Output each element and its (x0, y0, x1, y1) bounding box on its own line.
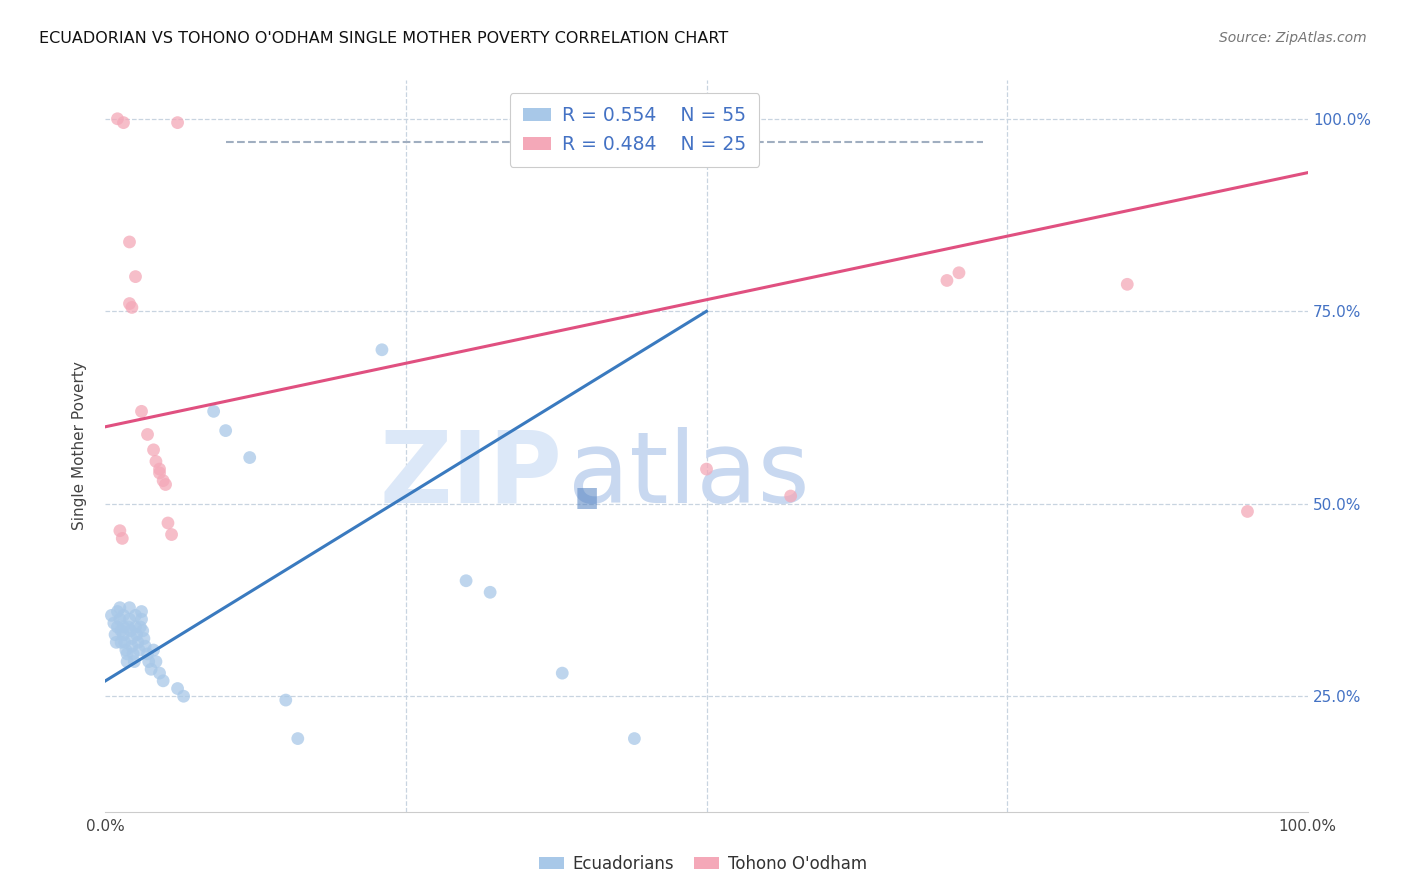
Text: ZIP: ZIP (380, 426, 562, 524)
Point (110, 635, 132, 649)
Point (125, 627, 148, 641)
Point (131, 605, 153, 619)
Point (104, 627, 127, 641)
Legend: Ecuadorians, Tohono O'odham: Ecuadorians, Tohono O'odham (533, 848, 873, 880)
Point (136, 647, 159, 661)
Text: Source: ZipAtlas.com: Source: ZipAtlas.com (1219, 31, 1367, 45)
Point (454, 574, 477, 588)
Point (111, 532, 134, 546)
Point (152, 673, 174, 688)
Point (132, 624, 155, 638)
Point (145, 655, 167, 669)
Point (118, 600, 141, 615)
Point (115, 647, 138, 661)
Point (128, 643, 150, 657)
Point (107, 605, 129, 619)
Point (108, 612, 131, 626)
Point (148, 666, 170, 681)
Point (114, 635, 136, 649)
Point (287, 731, 309, 746)
Point (202, 404, 225, 418)
Point (122, 647, 145, 661)
Text: .: . (565, 425, 609, 533)
Point (115, 655, 138, 669)
Point (120, 624, 142, 638)
Point (160, 527, 183, 541)
Point (129, 620, 152, 634)
Point (118, 612, 141, 626)
Point (1236, 504, 1258, 518)
Point (103, 616, 125, 631)
Point (127, 635, 149, 649)
Point (142, 643, 165, 657)
Point (121, 632, 143, 646)
Text: ECUADORIAN VS TOHONO O'ODHAM SINGLE MOTHER POVERTY CORRELATION CHART: ECUADORIAN VS TOHONO O'ODHAM SINGLE MOTH… (39, 31, 728, 46)
Point (696, 462, 718, 476)
Point (117, 620, 139, 634)
Point (124, 655, 146, 669)
Point (112, 620, 135, 634)
Point (124, 620, 146, 634)
Point (110, 624, 132, 638)
Point (551, 666, 574, 681)
Point (115, 643, 138, 657)
Text: atlas: atlas (568, 426, 810, 524)
Point (107, 620, 129, 634)
Point (148, 462, 170, 476)
Point (145, 454, 167, 468)
Point (138, 655, 160, 669)
Point (134, 639, 156, 653)
Point (142, 442, 165, 457)
Point (173, 690, 195, 704)
Point (112, 115, 135, 129)
Point (121, 301, 143, 315)
Point (136, 427, 159, 442)
Point (623, 731, 645, 746)
Point (948, 266, 970, 280)
Legend: R = 0.554    N = 55, R = 0.484    N = 25: R = 0.554 N = 55, R = 0.484 N = 25 (509, 94, 759, 167)
Point (131, 612, 153, 626)
Point (124, 608, 146, 623)
Point (214, 424, 236, 438)
Point (112, 627, 135, 641)
Point (121, 639, 143, 653)
Point (371, 343, 394, 357)
Point (155, 477, 177, 491)
Point (274, 693, 297, 707)
Point (779, 489, 801, 503)
Point (148, 466, 170, 480)
Point (936, 273, 959, 287)
Point (166, 681, 188, 696)
Point (107, 112, 129, 126)
Point (112, 608, 135, 623)
Point (124, 269, 146, 284)
Point (479, 585, 502, 599)
Point (105, 635, 128, 649)
Point (100, 608, 122, 623)
Point (152, 474, 174, 488)
Point (131, 404, 153, 418)
Point (132, 632, 155, 646)
Point (239, 450, 262, 465)
Point (156, 516, 179, 530)
Point (108, 524, 131, 538)
Point (108, 600, 131, 615)
Point (118, 296, 141, 310)
Point (166, 115, 188, 129)
Point (1116, 277, 1139, 292)
Point (118, 235, 141, 249)
Point (139, 662, 162, 676)
Y-axis label: Single Mother Poverty: Single Mother Poverty (72, 361, 87, 531)
